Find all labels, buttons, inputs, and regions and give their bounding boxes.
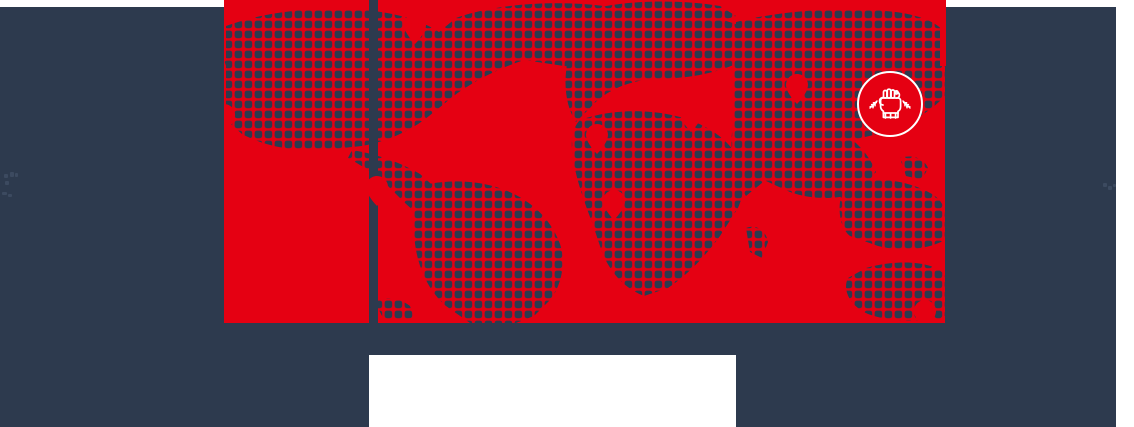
pin-europe-west[interactable] — [586, 124, 608, 154]
white-top-sliver-left — [0, 0, 224, 7]
wheat-sprig-right-icon — [902, 100, 911, 109]
map-panel-step — [940, 0, 946, 66]
pin-north-america-west[interactable] — [224, 104, 235, 134]
wheat-sprig-left-icon — [869, 100, 878, 109]
white-card-content — [369, 355, 370, 356]
edge-dots-right — [1103, 183, 1116, 190]
pin-south-america[interactable] — [366, 176, 388, 206]
pin-asia-east[interactable] — [786, 74, 808, 104]
dotted-world-map — [224, 0, 945, 323]
white-content-card[interactable] — [369, 355, 736, 427]
white-top-sliver-right — [945, 0, 1134, 7]
raised-fist-emblem[interactable] — [857, 71, 923, 137]
navy-notch-right — [1080, 328, 1116, 360]
world-map-panel[interactable] — [224, 0, 945, 323]
pin-north-america-east[interactable] — [404, 14, 426, 44]
map-vertical-seam — [369, 0, 378, 323]
pin-asia-southeast[interactable] — [915, 116, 937, 146]
pin-asia-central[interactable] — [680, 102, 702, 132]
pin-africa-central[interactable] — [603, 190, 625, 220]
pin-oceania[interactable] — [914, 300, 936, 323]
navy-lower-band — [0, 328, 1080, 360]
navy-bottom-right — [736, 360, 1116, 427]
edge-dots-left — [2, 172, 18, 197]
navy-bottom-left — [0, 360, 369, 427]
